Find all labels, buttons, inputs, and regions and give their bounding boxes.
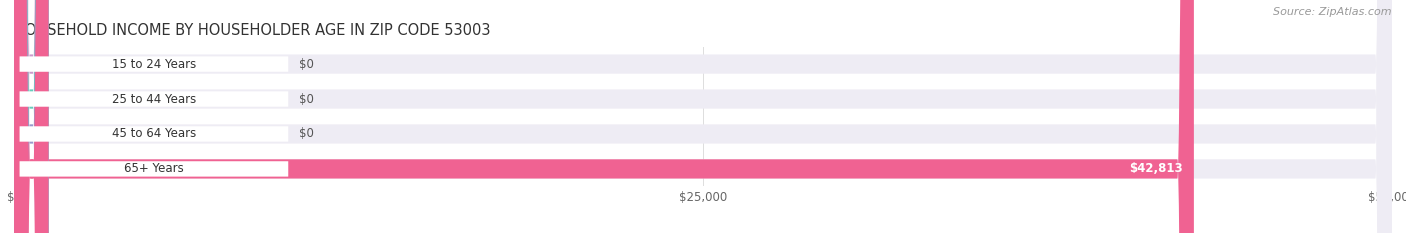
Text: 25 to 44 Years: 25 to 44 Years	[112, 93, 195, 106]
FancyBboxPatch shape	[14, 0, 48, 233]
FancyBboxPatch shape	[14, 0, 48, 233]
FancyBboxPatch shape	[20, 56, 288, 72]
Text: $0: $0	[299, 58, 314, 71]
FancyBboxPatch shape	[14, 0, 1392, 233]
Text: 15 to 24 Years: 15 to 24 Years	[112, 58, 195, 71]
FancyBboxPatch shape	[14, 0, 1392, 233]
Text: $0: $0	[299, 93, 314, 106]
FancyBboxPatch shape	[14, 0, 48, 233]
Text: 65+ Years: 65+ Years	[124, 162, 184, 175]
FancyBboxPatch shape	[20, 126, 288, 142]
FancyBboxPatch shape	[20, 161, 288, 177]
FancyBboxPatch shape	[14, 0, 1392, 233]
Text: Source: ZipAtlas.com: Source: ZipAtlas.com	[1274, 7, 1392, 17]
FancyBboxPatch shape	[14, 0, 1194, 233]
Text: HOUSEHOLD INCOME BY HOUSEHOLDER AGE IN ZIP CODE 53003: HOUSEHOLD INCOME BY HOUSEHOLDER AGE IN Z…	[14, 24, 491, 38]
Text: $42,813: $42,813	[1129, 162, 1182, 175]
Text: $0: $0	[299, 127, 314, 140]
FancyBboxPatch shape	[20, 91, 288, 107]
Text: 45 to 64 Years: 45 to 64 Years	[112, 127, 195, 140]
FancyBboxPatch shape	[14, 0, 1392, 233]
FancyBboxPatch shape	[14, 0, 48, 233]
